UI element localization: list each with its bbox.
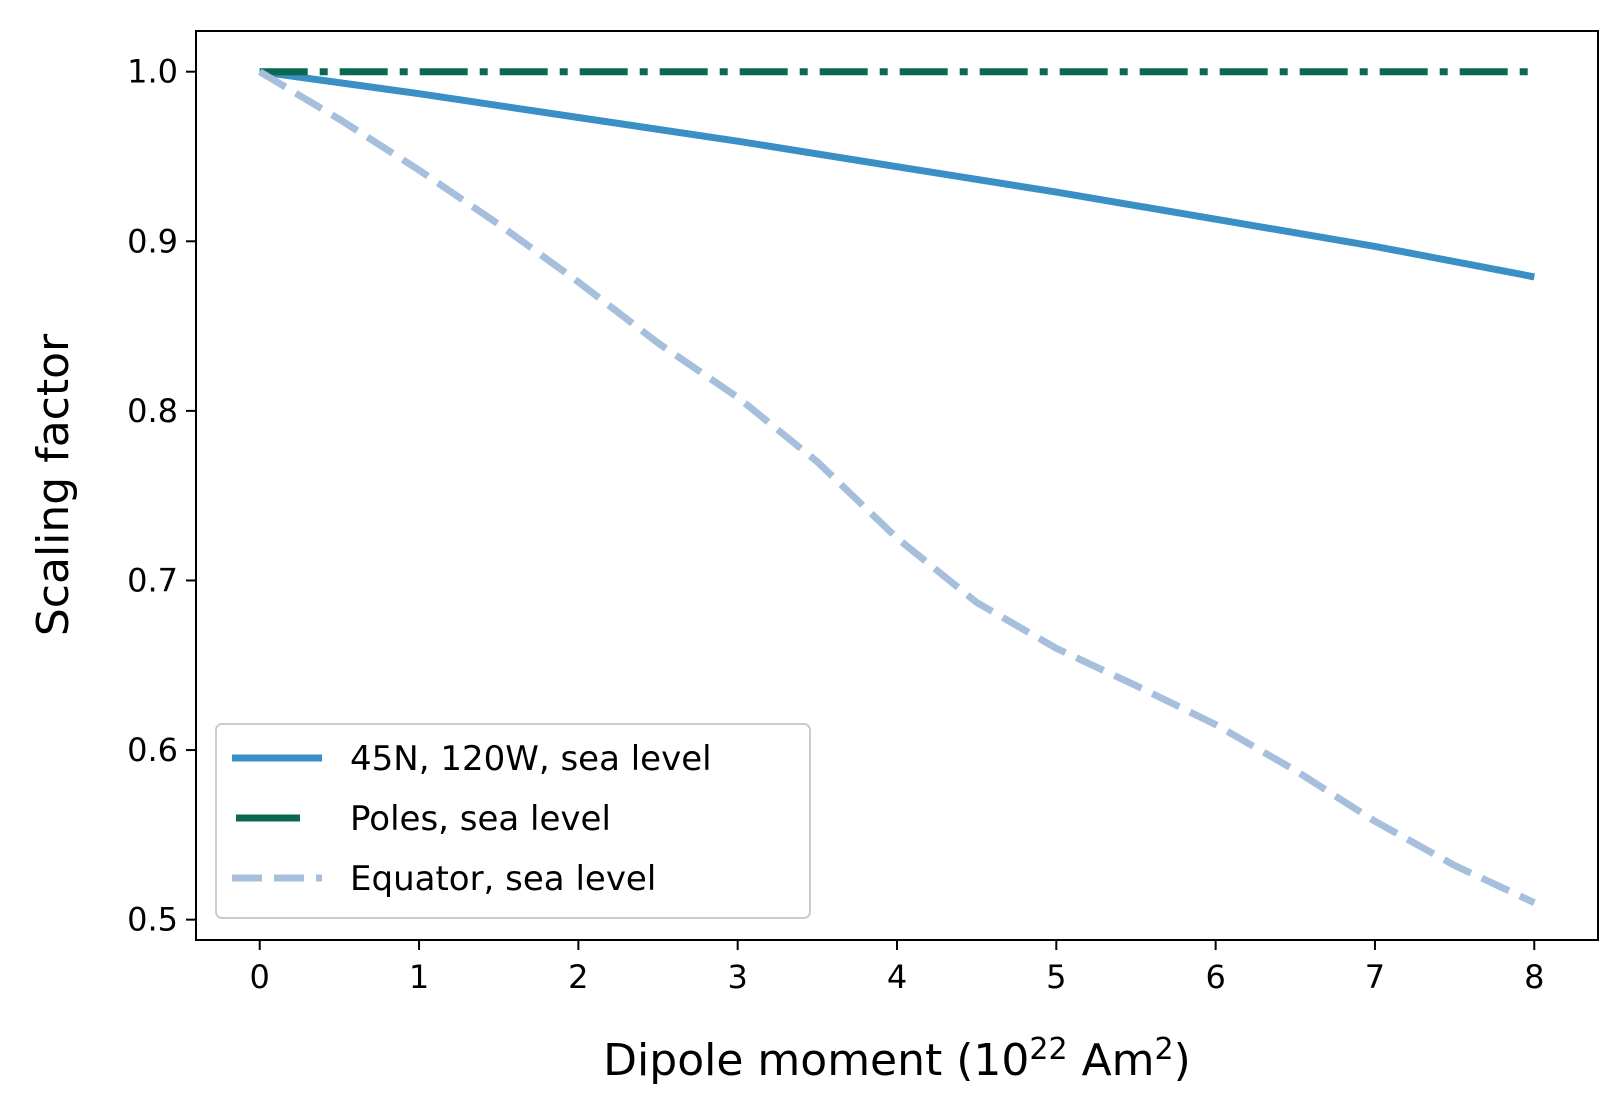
x-tick-label: 2 (568, 958, 588, 996)
legend-items: 45N, 120W, sea level Poles, sea level Equa… (232, 739, 712, 899)
y-tick-label: 1.0 (127, 53, 178, 91)
x-tick-label: 8 (1524, 958, 1544, 996)
y-tick-label: 0.5 (127, 901, 178, 939)
legend: 45N, 120W, sea level Poles, sea level Equa… (215, 723, 811, 919)
x-tick-label: 6 (1205, 958, 1225, 996)
series-line-3 (257, 68, 1536, 906)
y-tick-label: 0.9 (127, 222, 178, 260)
series-line-1 (259, 68, 1535, 281)
x-tick-label: 3 (728, 958, 748, 996)
legend-box (215, 723, 811, 919)
series-layer (257, 68, 1536, 906)
y-tick-label: 0.8 (127, 392, 178, 430)
x-axis-label-exponent: 22 (1029, 1032, 1067, 1067)
x-axis-ticks: 0 1 2 3 4 5 6 7 8 (250, 940, 1544, 996)
x-tick-label: 1 (409, 958, 429, 996)
x-axis-label: Dipole moment (1022 Am2) (603, 1032, 1191, 1086)
legend-label: Poles, sea level (350, 799, 611, 839)
x-tick-label: 5 (1046, 958, 1066, 996)
y-tick-label: 0.6 (127, 731, 178, 769)
y-axis-label: Scaling factor (28, 333, 79, 636)
y-tick-label: 0.7 (127, 561, 178, 599)
legend-label: 45N, 120W, sea level (350, 739, 712, 779)
x-axis-label-exponent-2: 2 (1155, 1032, 1174, 1067)
x-tick-label: 7 (1365, 958, 1385, 996)
y-axis-ticks: 0.5 0.6 0.7 0.8 0.9 1.0 (127, 53, 196, 939)
x-tick-label: 4 (887, 958, 907, 996)
legend-label: Equator, sea level (350, 859, 656, 899)
x-tick-label: 0 (250, 958, 270, 996)
